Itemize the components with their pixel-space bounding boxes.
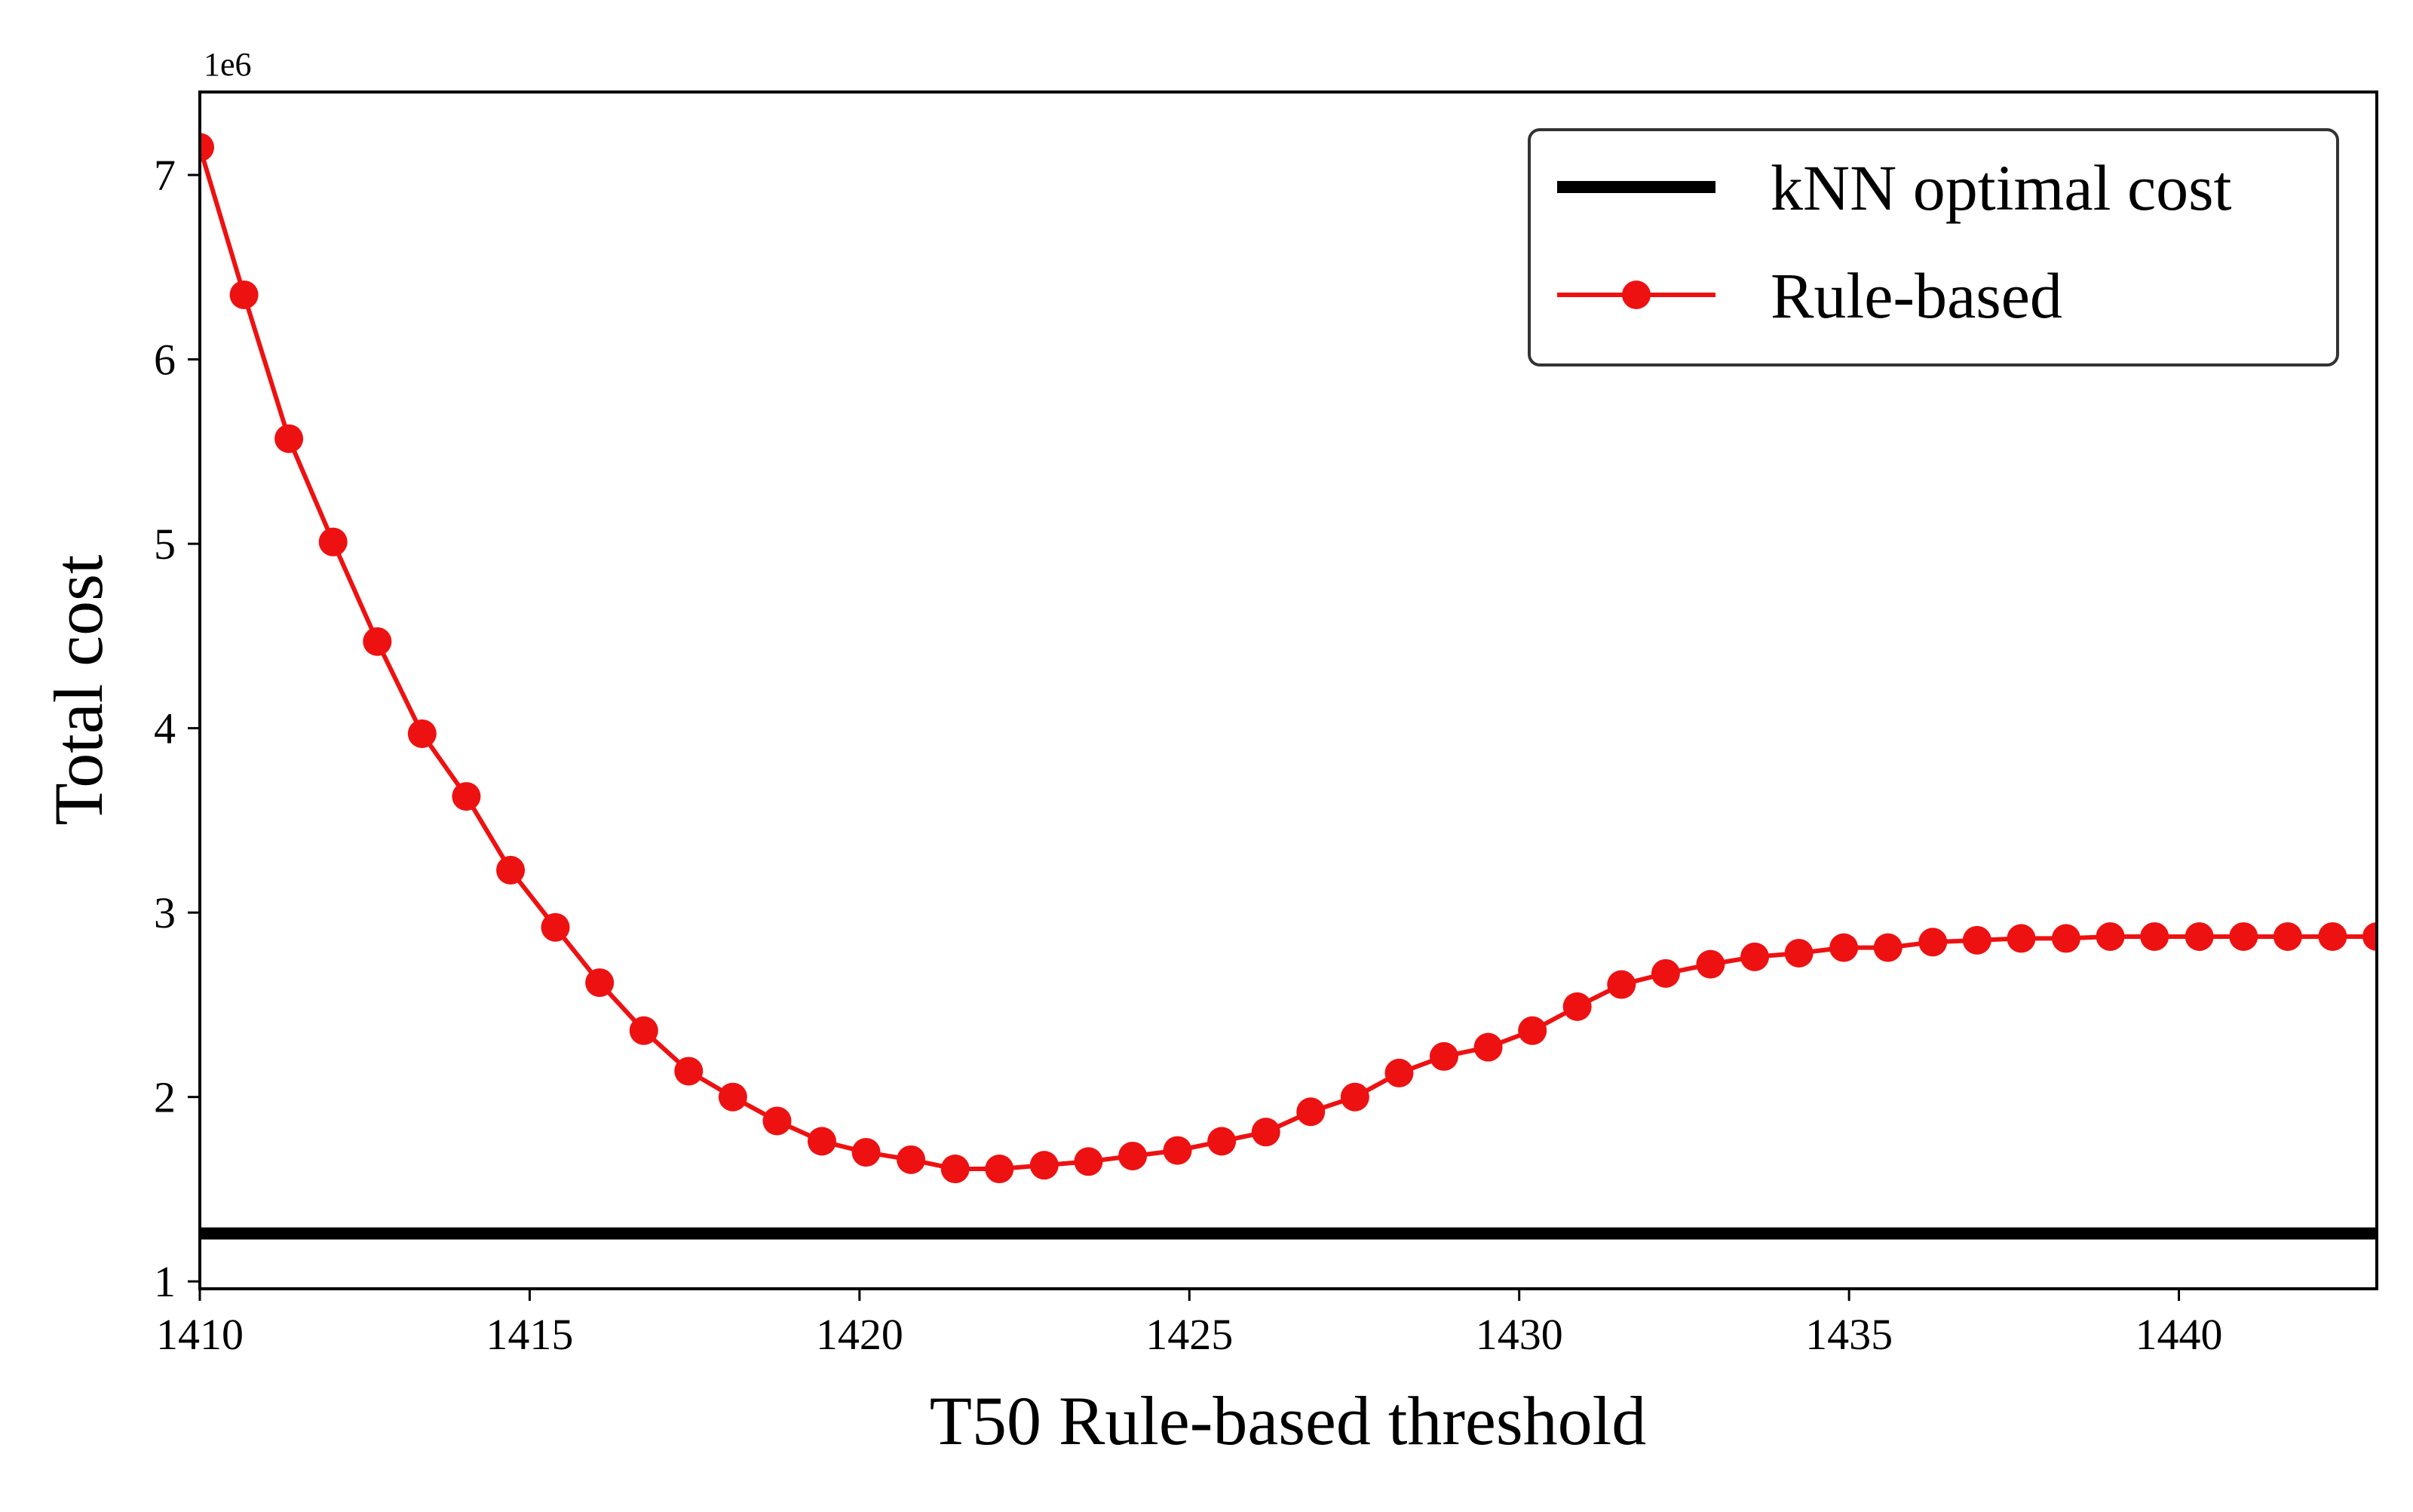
- rule-based-point: [897, 1145, 926, 1174]
- rule-based-point: [1429, 1041, 1458, 1071]
- plot-content: [200, 133, 2377, 1240]
- rule-based-point: [2007, 924, 2036, 953]
- rule-based-point: [1784, 938, 1814, 968]
- rule-based-point: [229, 280, 259, 309]
- rule-based-point: [1962, 925, 1991, 955]
- rule-based-point: [1074, 1147, 1103, 1176]
- x-tick-label: 1415: [486, 1310, 573, 1359]
- rule-based-point: [496, 855, 526, 885]
- rule-based-point: [274, 424, 304, 453]
- rule-based-point: [2096, 922, 2125, 951]
- y-tick-label: 5: [154, 520, 176, 569]
- x-axis-title: T50 Rule-based threshold: [930, 1382, 1646, 1459]
- rule-based-point: [2273, 922, 2302, 951]
- y-tick-label: 7: [154, 151, 176, 200]
- x-tick-label: 1420: [816, 1310, 903, 1359]
- rule-based-point: [1029, 1151, 1059, 1180]
- rule-based-point: [585, 968, 615, 998]
- rule-based-point: [200, 133, 214, 162]
- rule-based-point: [2185, 922, 2214, 951]
- rule-based-point: [1296, 1097, 1326, 1127]
- x-tick-label: 1425: [1145, 1310, 1233, 1359]
- x-tick-label: 1430: [1476, 1310, 1563, 1359]
- plot-frame: [198, 90, 2378, 1290]
- rule-based-point: [452, 782, 481, 811]
- rule-based-point: [1118, 1141, 1148, 1170]
- rule-based-point: [807, 1127, 836, 1156]
- rule-based-point: [1607, 970, 1636, 999]
- legend-knn-label: kNN optimal cost: [1771, 152, 2232, 224]
- legend-box: [1528, 128, 2339, 366]
- y-tick-label: 4: [154, 704, 176, 753]
- rule-based-point: [1918, 928, 1948, 957]
- x-tick-label: 1440: [2136, 1310, 2223, 1359]
- rule-based-point: [674, 1057, 704, 1086]
- rule-based-point: [1473, 1032, 1503, 1062]
- rule-based-point: [940, 1155, 970, 1184]
- y-axis-title: Total cost: [40, 554, 117, 825]
- y-tick-label: 2: [154, 1073, 176, 1122]
- rule-based-point: [1696, 949, 1725, 979]
- rule-based-point: [1340, 1082, 1369, 1112]
- y-axis-ticks: 1 2 3 4 5 6 7: [154, 151, 200, 1306]
- rule-based-point: [407, 719, 437, 748]
- rule-based-point: [2362, 922, 2377, 951]
- rule-based-point: [1251, 1118, 1280, 1147]
- rule-based-point: [718, 1082, 747, 1112]
- rule-based-point: [851, 1138, 881, 1167]
- rule-based-point: [1207, 1127, 1237, 1156]
- rule-based-point: [2051, 924, 2080, 953]
- x-axis-ticks: 1410 1415 1420 1425 1430 1435 1440: [156, 1289, 2223, 1359]
- rule-based-point: [762, 1106, 792, 1136]
- rule-based-point: [629, 1016, 658, 1045]
- legend: kNN optimal cost Rule-based: [1528, 128, 2339, 366]
- series-rule-based: [200, 133, 2377, 1184]
- rule-based-point: [985, 1155, 1014, 1184]
- rule-based-point: [1163, 1136, 1192, 1165]
- x-tick-label: 1410: [156, 1310, 244, 1359]
- rule-based-point: [363, 627, 392, 656]
- rule-based-point: [541, 912, 570, 942]
- rule-based-point: [1562, 992, 1592, 1021]
- legend-rule-based-label: Rule-based: [1771, 259, 2062, 332]
- legend-rule-based-marker: [1622, 281, 1651, 309]
- rule-based-point: [1651, 958, 1680, 988]
- rule-based-point: [1384, 1058, 1414, 1087]
- rule-based-point: [2140, 922, 2169, 951]
- y-tick-label: 1: [154, 1257, 176, 1306]
- x-tick-label: 1435: [1805, 1310, 1893, 1359]
- y-axis-offset-label: 1e6: [204, 46, 252, 83]
- rule-based-point: [1740, 942, 1770, 971]
- rule-based-point: [2318, 922, 2347, 951]
- y-tick-label: 3: [154, 888, 176, 937]
- y-tick-label: 6: [154, 336, 176, 385]
- rule-based-point: [2229, 922, 2258, 951]
- rule-based-point: [1829, 933, 1859, 962]
- rule-based-point: [318, 527, 348, 557]
- rule-based-point: [1518, 1016, 1547, 1045]
- rule-based-point: [1873, 933, 1902, 962]
